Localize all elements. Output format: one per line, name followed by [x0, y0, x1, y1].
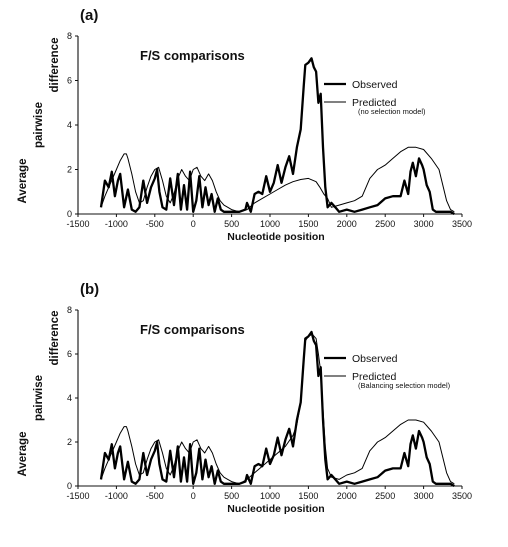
series-line-observed — [99, 330, 455, 487]
y-tick-label: 6 — [67, 349, 72, 359]
legend-note: (no selection model) — [358, 107, 426, 116]
y-axis-label-word: pairwise — [33, 102, 45, 148]
x-tick-label: -1500 — [66, 219, 89, 229]
y-axis-label-word: pairwise — [33, 375, 45, 421]
legend-note: (Balancing selection model) — [358, 381, 451, 390]
chart-title: F/S comparisons — [140, 48, 245, 63]
x-tick-label: 2000 — [337, 491, 357, 501]
y-axis-label-word: difference — [49, 38, 61, 93]
x-tick-label: 1500 — [298, 491, 318, 501]
y-tick-label: 6 — [67, 76, 72, 86]
y-tick-label: 2 — [67, 437, 72, 447]
series-line-predicted — [100, 333, 455, 485]
y-axis-label-word: Average — [17, 159, 29, 204]
x-tick-label: 0 — [191, 491, 196, 501]
legend-label: Predicted — [352, 371, 397, 383]
chart-title: F/S comparisons — [140, 322, 245, 337]
x-axis-label: Nucleotide position — [227, 503, 324, 515]
x-tick-label: 2500 — [375, 219, 395, 229]
y-tick-label: 4 — [67, 393, 72, 403]
series-line-observed — [99, 57, 455, 215]
x-tick-label: 500 — [224, 491, 239, 501]
y-tick-label: 8 — [67, 305, 72, 315]
legend-label: Predicted — [352, 97, 397, 109]
x-tick-label: -1000 — [105, 219, 128, 229]
x-tick-label: 2000 — [337, 219, 357, 229]
x-tick-label: 0 — [191, 219, 196, 229]
x-tick-label: 1000 — [260, 491, 280, 501]
x-tick-label: 3500 — [452, 491, 472, 501]
panel-label: (b) — [80, 281, 99, 298]
series-line-predicted — [100, 146, 455, 213]
x-tick-label: -1000 — [105, 491, 128, 501]
legend-label: Observed — [352, 79, 398, 91]
x-tick-label: -500 — [146, 491, 164, 501]
y-tick-label: 2 — [67, 165, 72, 175]
y-axis-label-word: Average — [17, 432, 29, 477]
x-tick-label: 3000 — [414, 491, 434, 501]
y-tick-label: 0 — [67, 209, 72, 219]
x-tick-label: -1500 — [66, 491, 89, 501]
x-tick-label: 1500 — [298, 219, 318, 229]
x-tick-label: 3000 — [414, 219, 434, 229]
x-axis-label: Nucleotide position — [227, 231, 324, 243]
panel-label: (a) — [80, 7, 98, 24]
y-tick-label: 0 — [67, 481, 72, 491]
x-tick-label: 3500 — [452, 219, 472, 229]
x-tick-label: 1000 — [260, 219, 280, 229]
y-axis-label-word: difference — [49, 311, 61, 366]
legend-label: Observed — [352, 353, 398, 365]
x-tick-label: 2500 — [375, 491, 395, 501]
y-tick-label: 4 — [67, 120, 72, 130]
y-tick-label: 8 — [67, 31, 72, 41]
x-tick-label: 500 — [224, 219, 239, 229]
x-tick-label: -500 — [146, 219, 164, 229]
